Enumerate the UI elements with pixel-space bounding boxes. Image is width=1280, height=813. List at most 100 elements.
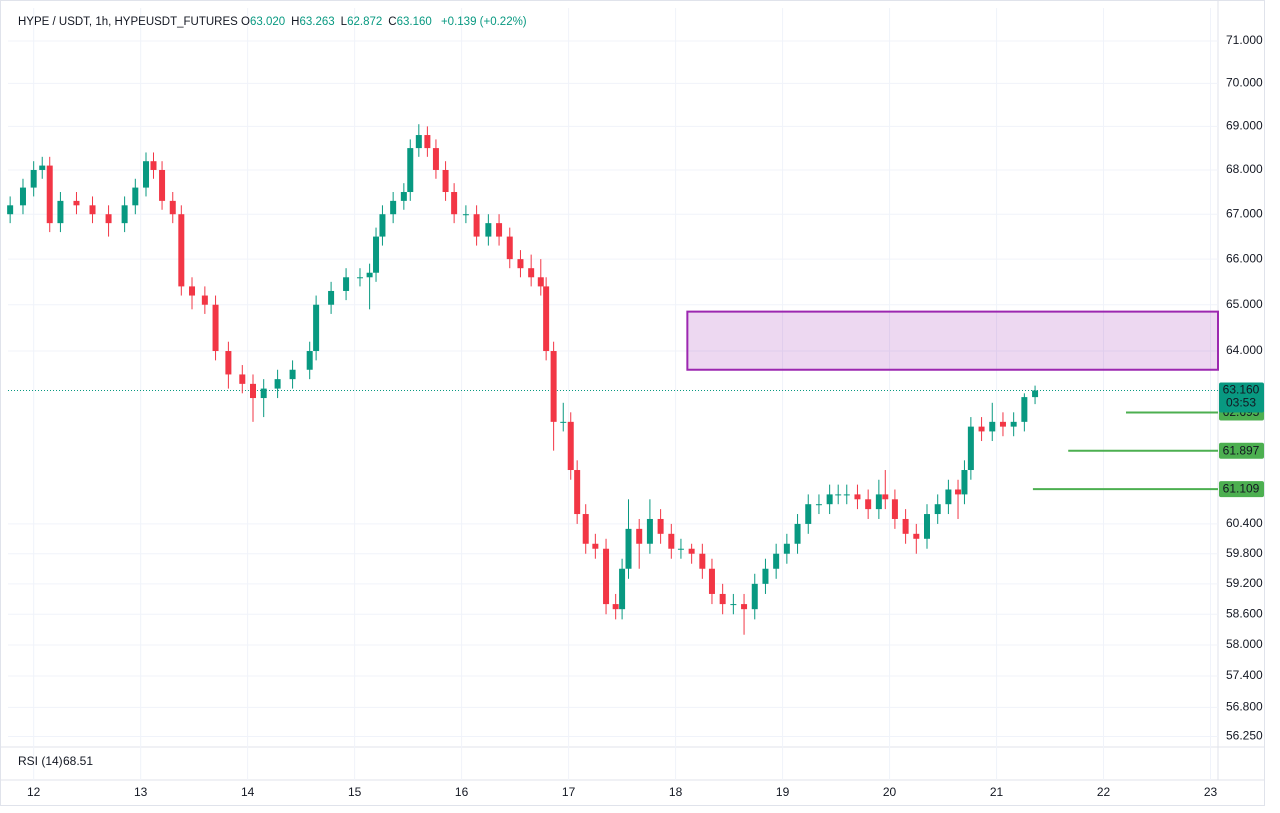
candle-body bbox=[313, 304, 320, 352]
candle-body bbox=[390, 200, 397, 215]
candle-body bbox=[773, 553, 780, 569]
x-tick-label: 14 bbox=[241, 785, 255, 799]
candle-body bbox=[57, 200, 64, 224]
candle-body bbox=[289, 369, 296, 380]
candle-body bbox=[805, 504, 812, 524]
y-tick-label: 58.000 bbox=[1226, 637, 1263, 651]
candle-body bbox=[999, 421, 1006, 427]
y-tick-label: 59.800 bbox=[1226, 546, 1263, 560]
candle-body bbox=[560, 421, 567, 423]
candle-body bbox=[815, 504, 822, 506]
candle-body bbox=[592, 543, 599, 549]
candle-body bbox=[379, 214, 386, 237]
rsi-value: 68.51 bbox=[63, 754, 93, 768]
y-tick-label: 57.400 bbox=[1226, 668, 1263, 682]
x-tick-label: 15 bbox=[348, 785, 362, 799]
level-badge bbox=[1219, 481, 1264, 498]
candle-body bbox=[794, 523, 801, 544]
candle-body bbox=[30, 169, 37, 188]
candle-body bbox=[978, 426, 985, 432]
candle-body bbox=[668, 533, 675, 549]
ohlc-key: O bbox=[241, 16, 250, 28]
y-tick-label: 59.200 bbox=[1226, 576, 1263, 590]
y-tick-label: 56.250 bbox=[1226, 729, 1263, 743]
candle-body bbox=[783, 543, 790, 554]
candle-body bbox=[657, 518, 664, 534]
candle-body bbox=[451, 192, 458, 215]
candle-body bbox=[1021, 397, 1028, 422]
candle-body bbox=[989, 421, 996, 432]
price-badge bbox=[1219, 382, 1264, 413]
candle-body bbox=[212, 304, 219, 352]
candle-body bbox=[225, 351, 232, 375]
level-label: 61.109 bbox=[1223, 482, 1260, 496]
level-badge bbox=[1219, 442, 1264, 459]
candle-body bbox=[574, 470, 581, 515]
candle-body bbox=[945, 489, 952, 505]
y-tick-label: 64.000 bbox=[1226, 343, 1263, 357]
candle-body bbox=[891, 499, 898, 519]
candle-body bbox=[239, 374, 246, 384]
y-tick-label: 71.000 bbox=[1226, 33, 1263, 47]
ohlc-value: 63.020 bbox=[249, 16, 286, 28]
candle-body bbox=[730, 604, 737, 606]
y-tick-label: 65.000 bbox=[1226, 297, 1263, 311]
x-tick-label: 18 bbox=[669, 785, 683, 799]
candle-body bbox=[328, 290, 335, 305]
ohlc: O63.020 H63.263 L62.872 C63.160 bbox=[241, 16, 438, 28]
candle-body bbox=[961, 470, 968, 495]
candle-body bbox=[582, 514, 589, 544]
y-tick-label: 68.000 bbox=[1226, 162, 1263, 176]
candle-body bbox=[169, 200, 176, 215]
x-tick-label: 22 bbox=[1097, 785, 1111, 799]
candle-body bbox=[1032, 390, 1039, 398]
candle-body bbox=[473, 214, 480, 237]
level-label: 61.897 bbox=[1223, 443, 1260, 457]
candle-body bbox=[150, 161, 157, 170]
candle-body bbox=[967, 426, 974, 471]
y-tick-label: 66.000 bbox=[1226, 251, 1263, 265]
y-tick-label: 60.400 bbox=[1226, 516, 1263, 530]
change: +0.139 (+0.22%) bbox=[440, 16, 527, 28]
candle-body bbox=[751, 583, 758, 610]
candle-body bbox=[143, 161, 150, 188]
ohlc-key: H bbox=[291, 16, 300, 28]
price-label: 63.160 bbox=[1223, 383, 1260, 397]
symbol: HYPE / USDT, 1h, HYPEUSDT_FUTURES bbox=[18, 16, 238, 28]
candle-body bbox=[46, 165, 53, 224]
candle-body bbox=[105, 214, 112, 224]
ohlc-value: 63.160 bbox=[396, 16, 432, 28]
candle-body bbox=[7, 205, 14, 215]
candle-body bbox=[442, 169, 449, 193]
candle-body bbox=[865, 499, 872, 510]
x-tick-label: 17 bbox=[562, 785, 576, 799]
candle-body bbox=[854, 494, 861, 500]
candle-body bbox=[719, 593, 726, 605]
candle-body bbox=[902, 518, 909, 534]
y-tick-label: 58.600 bbox=[1226, 606, 1263, 620]
x-tick-label: 21 bbox=[990, 785, 1004, 799]
candle-body bbox=[741, 604, 748, 610]
candle-body bbox=[462, 214, 469, 216]
candle-body bbox=[636, 528, 643, 544]
candle-body bbox=[366, 272, 373, 278]
candle-body bbox=[882, 494, 889, 500]
x-tick-label: 16 bbox=[455, 785, 469, 799]
ohlc-value: 63.263 bbox=[299, 16, 335, 28]
countdown: 03:53 bbox=[1226, 396, 1256, 410]
candle-body bbox=[356, 277, 363, 279]
candle-body bbox=[132, 187, 139, 206]
x-tick-label: 19 bbox=[776, 785, 790, 799]
candle-body bbox=[407, 148, 414, 193]
candle-body bbox=[373, 236, 380, 273]
candle-body bbox=[913, 533, 920, 539]
candle-body bbox=[762, 568, 769, 584]
candle-body bbox=[688, 548, 695, 554]
x-tick-label: 20 bbox=[883, 785, 897, 799]
candle-body bbox=[201, 295, 208, 305]
candle-body bbox=[89, 205, 96, 215]
candle-body bbox=[260, 388, 267, 399]
candle-body bbox=[955, 489, 962, 495]
candle-body bbox=[424, 135, 431, 149]
rsi-label: RSI (14) bbox=[18, 754, 63, 768]
